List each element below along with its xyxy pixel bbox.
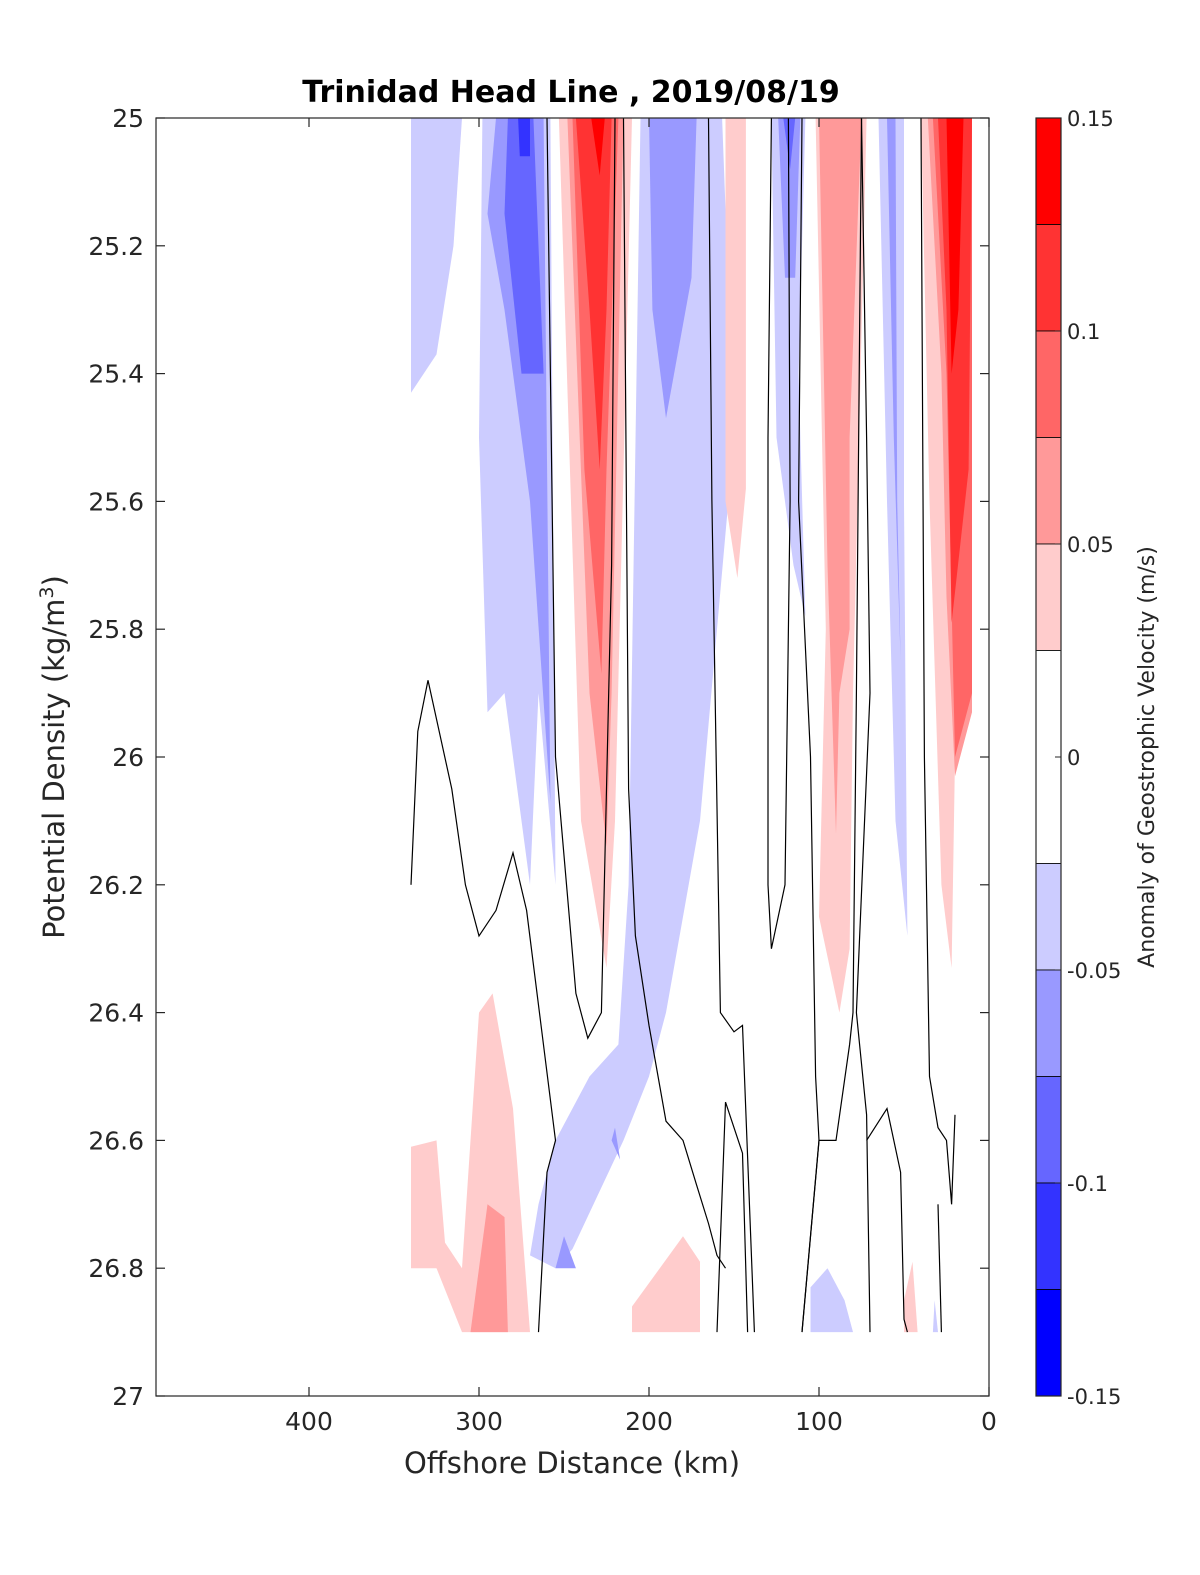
chart-title: Trinidad Head Line , 2019/08/19 (302, 75, 839, 110)
zero-contour-line-0 (410, 680, 557, 1333)
y-tick-label: 26.2 (88, 871, 144, 900)
zero-contour-layer (410, 118, 956, 1333)
colorbar-level (1035, 1182, 1062, 1290)
x-tick-label: 100 (795, 1407, 843, 1436)
zero-contour-line-8 (855, 118, 871, 1333)
y-tick-label: 26.6 (88, 1126, 144, 1155)
y-tick-label: 27 (112, 1382, 144, 1411)
contour-region-28 (470, 1204, 508, 1333)
y-tick-label: 25.4 (88, 360, 144, 389)
contour-region-10 (530, 118, 734, 1269)
contour-region-11 (649, 118, 697, 419)
contour-region-21 (887, 118, 901, 662)
colorbar-level (1035, 224, 1062, 332)
zero-contour-line-9 (866, 1106, 908, 1333)
contour-region-32 (932, 1300, 938, 1333)
contour-region-3 (504, 118, 544, 374)
y-axis-label: Potential Density (kg/m3) (36, 575, 71, 939)
y-axis-label-superscript: 3 (36, 586, 58, 598)
zero-contour-line-10 (920, 118, 956, 1205)
y-axis-label-main: Potential Density (kg/m (37, 599, 71, 939)
colorbar-tick-label: 0.1 (1067, 320, 1100, 344)
axis-ticks: 400 300 200 100 0 25 25.2 25.4 25.6 25.8 26 26.2 26.… (88, 104, 997, 1436)
colorbar-label: Anomaly of Geostrophic Velocity (m/s) (1135, 546, 1160, 968)
contour-region-8 (575, 118, 612, 470)
y-tick-label: 26.4 (88, 999, 144, 1028)
contour-region-26 (946, 118, 964, 374)
colorbar-level (1035, 863, 1062, 971)
colorbar-level (1035, 437, 1062, 545)
y-axis-label-close: ) (37, 575, 71, 586)
zero-contour-line-11 (937, 1204, 942, 1333)
contour-region-0 (411, 118, 462, 393)
y-tick-label: 26.8 (88, 1254, 144, 1283)
colorbar-level (1035, 117, 1062, 225)
x-tick-label: 200 (625, 1407, 673, 1436)
x-tick-label: 0 (981, 1407, 997, 1436)
colorbar: 0.15 0.1 0.05 0 -0.05 -0.1 -0.15 (1035, 107, 1121, 1409)
contour-region-31 (904, 1261, 918, 1333)
x-tick-label: 400 (285, 1407, 333, 1436)
y-tick-label: 25 (112, 104, 144, 133)
contour-region-17 (783, 118, 796, 170)
colorbar-tick-label: 0.05 (1067, 533, 1114, 557)
zero-contour-line-5 (767, 118, 791, 949)
colorbar-tick-label: -0.1 (1067, 1172, 1108, 1196)
zero-contour-line-4 (707, 118, 755, 1333)
contour-region-19 (819, 118, 862, 834)
colorbar-level (1035, 969, 1062, 1077)
y-tick-label: 26 (112, 743, 144, 772)
colorbar-tick-label: 0 (1067, 746, 1080, 770)
x-axis-label: Offshore Distance (km) (404, 1446, 740, 1480)
colorbar-level (1035, 330, 1062, 438)
colorbar-level (1035, 1289, 1062, 1397)
contour-region-30 (810, 1268, 853, 1333)
colorbar-tick-label: -0.05 (1067, 959, 1121, 983)
contour-region-15 (771, 118, 806, 617)
x-tick-label: 300 (455, 1407, 503, 1436)
contour-region-14 (725, 118, 746, 579)
zero-contour-line-7 (801, 118, 863, 1333)
colorbar-tick-label: 0.15 (1067, 107, 1114, 131)
y-tick-label: 25.6 (88, 487, 144, 516)
y-tick-label: 25.2 (88, 232, 144, 261)
contour-region-25 (938, 118, 972, 623)
colorbar-tick-label: -0.15 (1067, 1385, 1121, 1409)
contour-region-4 (518, 118, 530, 157)
contour-region-29 (632, 1236, 700, 1333)
zero-contour-line-3 (716, 1101, 749, 1333)
zero-contour-line-2 (622, 118, 726, 1269)
contour-region-12 (555, 1236, 576, 1269)
filled-contour-layer (411, 118, 972, 1333)
zero-contour-line-1 (546, 118, 616, 1040)
colorbar-level (1035, 543, 1062, 651)
contour-region-20 (878, 118, 908, 936)
colorbar-level (1035, 1076, 1062, 1184)
y-tick-label: 25.8 (88, 615, 144, 644)
contour-region-13 (611, 1127, 621, 1160)
contour-region-9 (591, 118, 605, 176)
